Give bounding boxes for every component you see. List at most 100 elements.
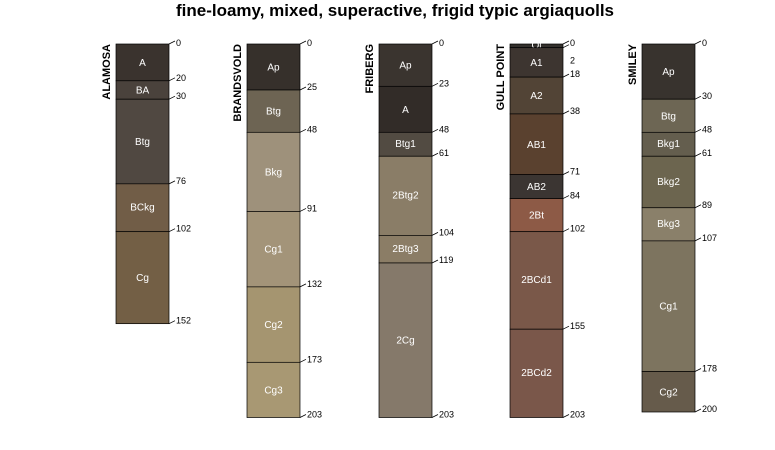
horizon-label: A bbox=[402, 105, 409, 116]
depth-label: 102 bbox=[176, 224, 191, 234]
horizon-block bbox=[378, 235, 433, 264]
depth-label: 18 bbox=[570, 69, 580, 79]
horizon-label: 2BCd2 bbox=[521, 368, 552, 379]
horizon-label: Ap bbox=[662, 67, 675, 78]
horizon-block bbox=[509, 113, 564, 175]
horizon-label: A1 bbox=[530, 58, 543, 69]
depth-tick bbox=[562, 73, 570, 78]
depth-tick bbox=[562, 40, 570, 45]
depth-label: 0 bbox=[439, 38, 444, 48]
horizon-block bbox=[246, 286, 301, 363]
horizon-block bbox=[641, 240, 696, 372]
depth-tick bbox=[168, 77, 176, 82]
depth-label: 155 bbox=[570, 321, 585, 331]
horizon-block bbox=[641, 43, 696, 100]
depth-tick bbox=[299, 40, 307, 45]
depth-tick bbox=[694, 204, 702, 209]
depth-tick bbox=[431, 40, 439, 45]
depth-tick bbox=[431, 414, 439, 418]
depth-label: 119 bbox=[439, 255, 453, 265]
depth-label: 48 bbox=[702, 124, 712, 134]
horizon-label: Cg1 bbox=[659, 302, 678, 313]
depth-label: 102 bbox=[570, 224, 585, 234]
depth-tick bbox=[562, 228, 570, 233]
horizon-block bbox=[115, 183, 170, 233]
depth-label: 0 bbox=[176, 38, 181, 48]
depth-label: 203 bbox=[570, 410, 585, 420]
horizon-block bbox=[509, 231, 564, 330]
horizon-label: Oi bbox=[532, 41, 542, 52]
soil-profile: FRIBERG Ap A Btg1 2Btg2 2Btg3 2Cg 0 23 48 61 104 119… bbox=[364, 38, 454, 420]
horizon-block bbox=[246, 361, 301, 418]
depth-label: 20 bbox=[176, 73, 186, 83]
horizon-label: BA bbox=[136, 86, 150, 97]
depth-label: 2 bbox=[570, 56, 575, 66]
depth-label: 91 bbox=[307, 203, 317, 213]
horizon-block bbox=[246, 131, 301, 212]
depth-label: 0 bbox=[570, 38, 575, 48]
horizon-block bbox=[378, 262, 433, 418]
depth-tick bbox=[431, 232, 439, 236]
depth-tick bbox=[299, 128, 307, 133]
horizon-block bbox=[509, 47, 564, 78]
depth-tick bbox=[299, 283, 307, 288]
depth-label: 132 bbox=[307, 279, 322, 289]
depth-label: 76 bbox=[176, 176, 186, 186]
soil-profile: GULL POINT Oi A1 A2 AB1 AB2 2Bt 2BCd1 2BCd2 0 2 18 3… bbox=[495, 38, 585, 420]
depth-tick bbox=[562, 171, 570, 175]
horizon-block bbox=[378, 155, 433, 236]
depth-tick bbox=[431, 259, 439, 264]
horizon-block bbox=[641, 98, 696, 133]
depth-label: 89 bbox=[702, 200, 712, 210]
horizon-label: Ap bbox=[267, 63, 280, 74]
depth-label: 25 bbox=[307, 82, 317, 92]
horizon-label: Cg2 bbox=[659, 387, 678, 398]
depth-tick bbox=[562, 414, 570, 418]
horizon-label: Bkg bbox=[265, 167, 282, 178]
soil-profile: BRANDSVOLD Ap Btg Bkg Cg1 Cg2 Cg3 0 25 48 91 132 173… bbox=[232, 38, 322, 420]
depth-tick bbox=[168, 228, 176, 233]
depth-label: 30 bbox=[702, 91, 712, 101]
depth-label: 152 bbox=[176, 316, 191, 326]
depth-tick bbox=[168, 40, 176, 45]
profile-name: FRIBERG bbox=[364, 44, 376, 94]
horizon-block bbox=[641, 207, 696, 242]
depth-tick bbox=[694, 128, 702, 133]
depth-tick bbox=[431, 82, 439, 87]
horizon-label: 2Cg bbox=[396, 336, 414, 347]
horizon-block bbox=[246, 211, 301, 288]
depth-tick bbox=[168, 180, 176, 185]
horizon-label: Cg2 bbox=[264, 320, 283, 331]
depth-tick bbox=[694, 368, 702, 372]
depth-label: 38 bbox=[570, 106, 580, 116]
depth-label: 178 bbox=[702, 364, 717, 374]
depth-label: 71 bbox=[570, 167, 580, 177]
depth-tick bbox=[168, 320, 176, 325]
depth-label: 61 bbox=[702, 148, 712, 158]
depth-tick bbox=[562, 195, 570, 199]
depth-label: 0 bbox=[307, 38, 312, 48]
depth-label: 61 bbox=[439, 148, 449, 158]
horizon-label: BCkg bbox=[130, 203, 154, 214]
depth-tick bbox=[694, 237, 702, 242]
horizon-block bbox=[509, 76, 564, 115]
profile-name: BRANDSVOLD bbox=[232, 44, 244, 122]
depth-tick bbox=[168, 95, 176, 100]
depth-tick bbox=[694, 40, 702, 45]
profile-name: ALAMOSA bbox=[101, 44, 113, 100]
horizon-block bbox=[115, 43, 170, 82]
horizon-label: 2Btg2 bbox=[392, 191, 419, 202]
depth-label: 48 bbox=[307, 124, 317, 134]
horizon-label: Btg bbox=[266, 107, 281, 118]
depth-tick bbox=[562, 44, 570, 49]
depth-tick bbox=[431, 152, 439, 157]
soil-profile: SMILEY Ap Btg Bkg1 Bkg2 Bkg3 Cg1 Cg2 0 30 48 61 89 10… bbox=[627, 38, 717, 414]
depth-tick bbox=[431, 128, 439, 133]
horizon-label: Bkg1 bbox=[657, 139, 680, 150]
horizon-label: 2Bt bbox=[529, 211, 544, 222]
horizon-label: Btg bbox=[135, 137, 150, 148]
horizon-block bbox=[115, 231, 170, 325]
horizon-label: Btg bbox=[661, 111, 676, 122]
depth-label: 200 bbox=[702, 404, 717, 414]
